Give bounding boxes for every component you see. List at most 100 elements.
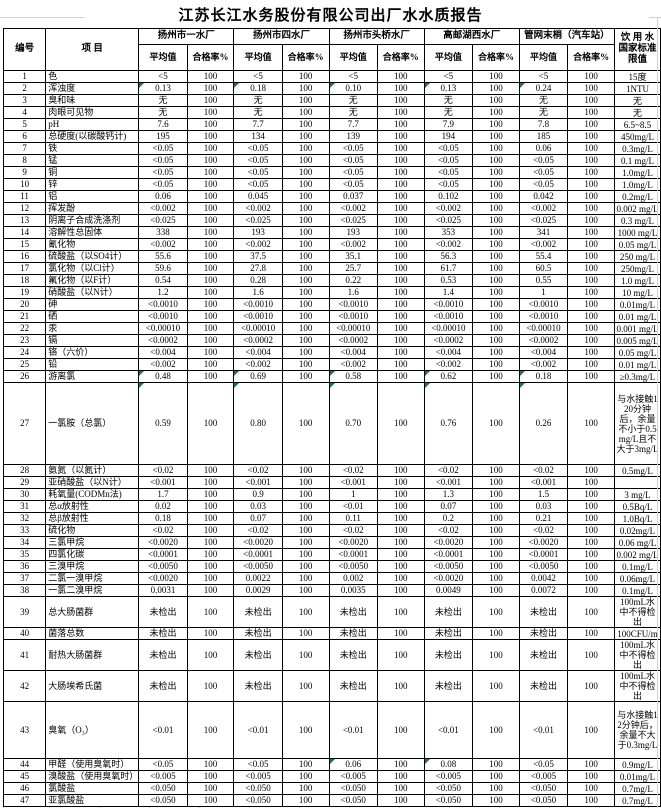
average-value-cell[interactable]: <0.025 xyxy=(518,214,569,227)
average-value-cell[interactable]: <0.02 xyxy=(518,524,569,537)
standard-limit-cell[interactable]: 3 mg/L xyxy=(613,488,661,501)
pass-rate-cell[interactable]: 100 xyxy=(186,190,235,203)
average-value-cell[interactable]: 0.58 xyxy=(328,370,378,383)
pass-rate-cell[interactable]: 100 xyxy=(472,70,520,83)
pass-rate-cell[interactable]: 100 xyxy=(376,346,425,359)
pass-rate-cell[interactable]: 100 xyxy=(186,794,235,807)
average-value-cell[interactable]: <0.01 xyxy=(328,701,378,759)
average-value-cell[interactable]: <0.002 xyxy=(138,202,188,215)
pass-rate-cell[interactable]: 100 xyxy=(281,701,330,759)
item-name-cell[interactable]: 氰化物 xyxy=(45,238,140,251)
pass-rate-cell[interactable]: 100 xyxy=(376,130,425,143)
pass-rate-cell[interactable]: 100 xyxy=(186,670,235,702)
item-name-cell[interactable]: 大肠埃希氏菌 xyxy=(45,670,140,702)
row-number-cell[interactable]: 41 xyxy=(2,639,47,671)
pass-rate-cell[interactable]: 100 xyxy=(186,130,235,143)
pass-rate-cell[interactable]: 100 xyxy=(567,190,615,203)
pass-rate-cell[interactable]: 100 xyxy=(281,382,330,465)
average-value-cell[interactable]: <5 xyxy=(138,70,188,83)
average-value-cell[interactable]: 未检出 xyxy=(233,639,283,671)
average-value-cell[interactable]: 0.18 xyxy=(233,82,283,95)
average-value-cell[interactable]: 0.03 xyxy=(233,500,283,513)
pass-rate-cell[interactable]: 100 xyxy=(567,106,615,119)
pass-rate-cell[interactable]: 100 xyxy=(376,670,425,702)
average-value-cell[interactable]: <0.002 xyxy=(328,358,378,371)
average-value-cell[interactable]: 0.07 xyxy=(233,512,283,525)
average-value-cell[interactable]: 0.55 xyxy=(518,274,569,287)
average-value-cell[interactable]: 1.6 xyxy=(328,286,378,299)
pass-rate-cell[interactable]: 100 xyxy=(567,358,615,371)
pass-rate-cell[interactable]: 100 xyxy=(281,346,330,359)
average-value-cell[interactable]: <0.050 xyxy=(233,782,283,795)
plant-header[interactable]: 管网末梢（汽车站） xyxy=(518,28,615,45)
average-value-cell[interactable]: 0.69 xyxy=(233,370,283,383)
row-number-cell[interactable]: 28 xyxy=(2,464,47,477)
average-value-cell[interactable]: <0.001 xyxy=(518,476,569,489)
pass-rate-cell[interactable]: 100 xyxy=(472,639,520,671)
standard-limit-cell[interactable]: 0.01mg/L xyxy=(613,298,661,311)
row-number-cell[interactable]: 43 xyxy=(2,701,47,759)
avg-header[interactable]: 平均值 xyxy=(423,44,474,71)
average-value-cell[interactable]: 7.7 xyxy=(233,118,283,131)
average-value-cell[interactable]: <0.002 xyxy=(518,202,569,215)
average-value-cell[interactable]: 未检出 xyxy=(138,670,188,702)
average-value-cell[interactable]: 0.53 xyxy=(423,274,474,287)
pass-rate-cell[interactable]: 100 xyxy=(472,358,520,371)
average-value-cell[interactable]: 0.18 xyxy=(138,512,188,525)
row-number-cell[interactable]: 32 xyxy=(2,512,47,525)
pass-rate-cell[interactable]: 100 xyxy=(186,584,235,597)
average-value-cell[interactable]: <0.05 xyxy=(518,166,569,179)
pass-rate-cell[interactable]: 100 xyxy=(186,572,235,585)
pass-rate-cell[interactable]: 100 xyxy=(567,572,615,585)
standard-limit-cell[interactable]: 0.9mg/L xyxy=(613,758,661,771)
average-value-cell[interactable]: 0.76 xyxy=(423,382,474,465)
item-name-cell[interactable]: 臭氧（O₃） xyxy=(45,701,140,759)
standard-limit-cell[interactable]: 0.01mg/L xyxy=(613,770,661,783)
item-name-cell[interactable]: 亚氯酸盐 xyxy=(45,794,140,807)
average-value-cell[interactable]: <0.00010 xyxy=(518,322,569,335)
pass-rate-cell[interactable]: 100 xyxy=(376,82,425,95)
standard-limit-cell[interactable]: 0.06 mg/L xyxy=(613,536,661,549)
pass-rate-cell[interactable]: 100 xyxy=(186,370,235,383)
average-value-cell[interactable]: <0.05 xyxy=(423,178,474,191)
average-value-cell[interactable]: <0.00010 xyxy=(328,322,378,335)
pass-rate-cell[interactable]: 100 xyxy=(186,596,235,628)
pass-rate-cell[interactable]: 100 xyxy=(567,346,615,359)
pass-rate-cell[interactable]: 100 xyxy=(186,358,235,371)
pass-rate-cell[interactable]: 100 xyxy=(281,142,330,155)
average-value-cell[interactable]: <0.005 xyxy=(423,770,474,783)
row-number-cell[interactable]: 8 xyxy=(2,154,47,167)
item-name-cell[interactable]: pH xyxy=(45,118,140,131)
standard-limit-cell[interactable]: 1.0mg/L xyxy=(613,178,661,191)
item-name-cell[interactable]: 汞 xyxy=(45,322,140,335)
pass-rate-cell[interactable]: 100 xyxy=(186,70,235,83)
pass-rate-cell[interactable]: 100 xyxy=(281,286,330,299)
item-name-cell[interactable]: 四氯化碳 xyxy=(45,548,140,561)
item-name-cell[interactable]: 臭和味 xyxy=(45,94,140,107)
average-value-cell[interactable]: 无 xyxy=(233,94,283,107)
average-value-cell[interactable]: <0.0002 xyxy=(138,334,188,347)
average-value-cell[interactable]: <0.05 xyxy=(328,178,378,191)
pass-rate-cell[interactable]: 100 xyxy=(567,310,615,323)
item-name-cell[interactable]: 三氯甲烷 xyxy=(45,536,140,549)
row-number-cell[interactable]: 47 xyxy=(2,794,47,807)
pass-rate-cell[interactable]: 100 xyxy=(376,548,425,561)
pass-rate-cell[interactable]: 100 xyxy=(186,286,235,299)
pass-rate-cell[interactable]: 100 xyxy=(472,166,520,179)
standard-limit-cell[interactable]: 1.0Bq/L xyxy=(613,512,661,525)
average-value-cell[interactable]: <0.025 xyxy=(138,214,188,227)
pass-rate-cell[interactable]: 100 xyxy=(567,94,615,107)
item-name-cell[interactable]: 砷 xyxy=(45,298,140,311)
pass-rate-cell[interactable]: 100 xyxy=(472,596,520,628)
average-value-cell[interactable]: 1 xyxy=(518,286,569,299)
pass-rate-cell[interactable]: 100 xyxy=(186,82,235,95)
item-name-cell[interactable]: 甲醛（使用臭氧时） xyxy=(45,758,140,771)
pass-rate-cell[interactable]: 100 xyxy=(376,106,425,119)
row-number-cell[interactable]: 36 xyxy=(2,560,47,573)
pass-rate-cell[interactable]: 100 xyxy=(472,142,520,155)
pass-rate-cell[interactable]: 100 xyxy=(376,476,425,489)
pass-rate-cell[interactable]: 100 xyxy=(186,310,235,323)
pass-rate-cell[interactable]: 100 xyxy=(376,310,425,323)
pass-rate-cell[interactable]: 100 xyxy=(281,202,330,215)
average-value-cell[interactable]: <0.002 xyxy=(423,238,474,251)
